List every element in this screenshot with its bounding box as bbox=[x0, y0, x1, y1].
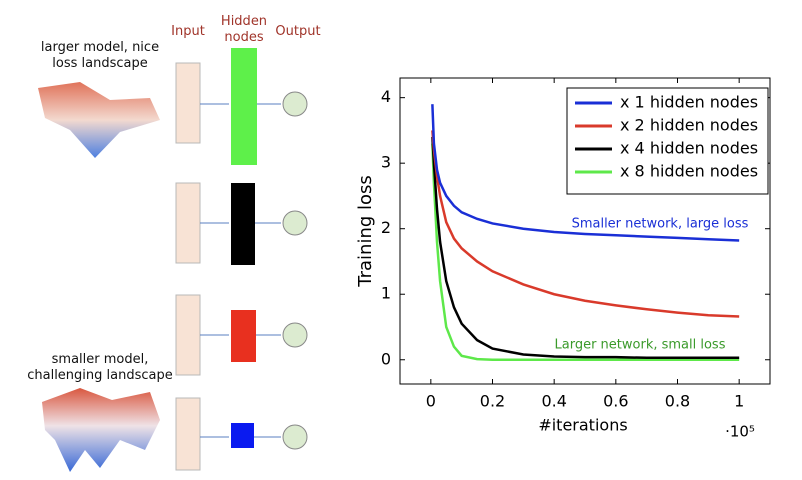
x-multiplier: ·10⁵ bbox=[725, 423, 755, 441]
arrows bbox=[200, 103, 281, 438]
hidden-box bbox=[231, 183, 255, 265]
y-tick-label: 1 bbox=[381, 284, 391, 303]
x-tick-label: 0.6 bbox=[603, 392, 628, 411]
legend-label: x 1 hidden nodes bbox=[620, 93, 758, 112]
x-tick-label: 0.2 bbox=[480, 392, 505, 411]
x-axis-label: #iterations bbox=[538, 416, 627, 435]
x-tick-label: 1 bbox=[734, 392, 744, 411]
x-tick-label: 0.4 bbox=[541, 392, 566, 411]
column-label: Output bbox=[275, 24, 321, 39]
output-node bbox=[282, 210, 308, 236]
output-node bbox=[282, 91, 308, 117]
landscape-small bbox=[42, 388, 160, 472]
line-chart: 0 1 2 3 4 0 0.2 0.4 0.6 0.8 1 #iterations ·10⁵ Traini… bbox=[355, 77, 771, 441]
input-box bbox=[175, 182, 201, 264]
legend-label: x 8 hidden nodes bbox=[620, 162, 758, 181]
y-axis-label: Training loss bbox=[355, 175, 376, 288]
series-line bbox=[431, 130, 740, 318]
x-tick-label: 0.8 bbox=[665, 392, 690, 411]
y-tick-label: 3 bbox=[381, 153, 391, 172]
series-line bbox=[431, 104, 740, 242]
hidden-box bbox=[231, 48, 257, 165]
annotation: Larger network, small loss bbox=[555, 338, 726, 353]
legend-label: x 4 hidden nodes bbox=[620, 139, 758, 158]
column-label: Hidden nodes bbox=[220, 14, 268, 45]
plot-frame bbox=[399, 77, 771, 385]
network-diagram bbox=[175, 48, 308, 471]
series-line bbox=[431, 136, 740, 360]
input-box bbox=[175, 294, 201, 376]
output-node bbox=[282, 322, 308, 348]
hidden-box bbox=[231, 423, 254, 448]
y-tick-label: 2 bbox=[381, 218, 391, 237]
input-box bbox=[175, 62, 201, 144]
series-line bbox=[431, 143, 740, 362]
legend-frame bbox=[566, 87, 769, 195]
x-tick-label: 0 bbox=[426, 392, 436, 411]
caption: larger model, nice loss landscape bbox=[40, 40, 160, 71]
output-node bbox=[282, 424, 308, 450]
hidden-box bbox=[231, 310, 256, 362]
y-tick-label: 0 bbox=[381, 349, 391, 368]
input-box bbox=[175, 397, 201, 471]
caption: smaller model, challenging landscape bbox=[27, 352, 173, 383]
legend-label: x 2 hidden nodes bbox=[620, 116, 758, 135]
landscape-large bbox=[38, 82, 160, 158]
column-label: Input bbox=[171, 24, 205, 39]
y-tick-label: 4 bbox=[381, 87, 391, 106]
annotation: Smaller network, large loss bbox=[572, 217, 749, 232]
